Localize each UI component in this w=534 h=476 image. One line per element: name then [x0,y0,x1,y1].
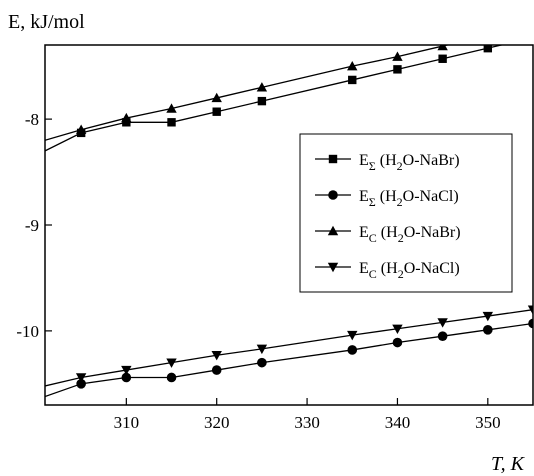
data-point [76,379,86,389]
data-point [437,45,448,51]
y-tick-label: -9 [25,216,39,235]
series-0 [45,33,534,152]
x-axis-title: T, K [491,453,526,475]
legend-label: EC (H2O-NaBr) [359,224,461,245]
data-point [529,33,534,41]
data-point [257,96,267,106]
data-point [528,318,533,329]
data-point [393,65,402,74]
data-point [121,112,132,123]
data-point [483,325,493,335]
data-point [166,103,177,113]
data-point [211,92,222,103]
data-point [392,324,403,334]
data-point [527,305,533,315]
data-point [257,357,267,368]
data-point [121,365,132,376]
data-point [392,51,403,61]
legend-label: EΣ (H2O-NaBr) [359,152,460,173]
data-point [121,372,132,383]
data-point [166,372,177,383]
data-point [211,351,222,361]
x-tick-label: 330 [294,413,320,432]
x-tick-label: 340 [385,413,411,432]
data-point [437,331,448,341]
data-point [75,124,87,134]
y-tick-label: -10 [16,322,39,341]
data-point [256,82,268,92]
data-point [166,358,177,368]
legend-marker [327,262,339,273]
series-line [45,309,533,387]
data-point [211,365,222,375]
data-point [483,45,493,53]
data-point [482,311,494,322]
series-2 [45,19,534,141]
series-3 [45,305,533,387]
legend-label: EΣ (H2O-NaCl) [359,188,459,209]
legend-marker [328,190,338,200]
y-tick-label: -8 [25,110,39,129]
data-point [212,107,221,116]
x-tick-label: 310 [114,413,140,432]
x-tick-label: 350 [475,413,501,432]
series-line [45,45,450,141]
data-point [347,60,358,71]
data-point [438,54,447,63]
data-point [392,337,403,348]
series-1 [45,318,533,398]
legend-marker [327,225,339,236]
y-axis-title: E, kJ/mol [8,11,85,33]
data-point [483,30,493,39]
legend-label: EC (H2O-NaCl) [359,260,460,281]
data-point [437,318,448,328]
data-point [75,373,87,383]
axis-ticks: 310 320 330 340 350 -8 -9 -10 [16,110,500,432]
data-point [256,344,268,355]
data-point [528,19,534,28]
legend-marker [328,154,338,164]
x-tick-label: 320 [204,413,230,432]
data-point [347,345,358,355]
series-line [45,322,533,398]
data-point [347,330,358,341]
legend: EΣ (H2O-NaBr) EΣ (H2O-NaCl) EC (H2O-NaBr) E… [299,133,513,293]
data-point [348,75,357,85]
series-layer [45,19,534,398]
data-point [122,118,131,127]
data-point [167,118,176,127]
